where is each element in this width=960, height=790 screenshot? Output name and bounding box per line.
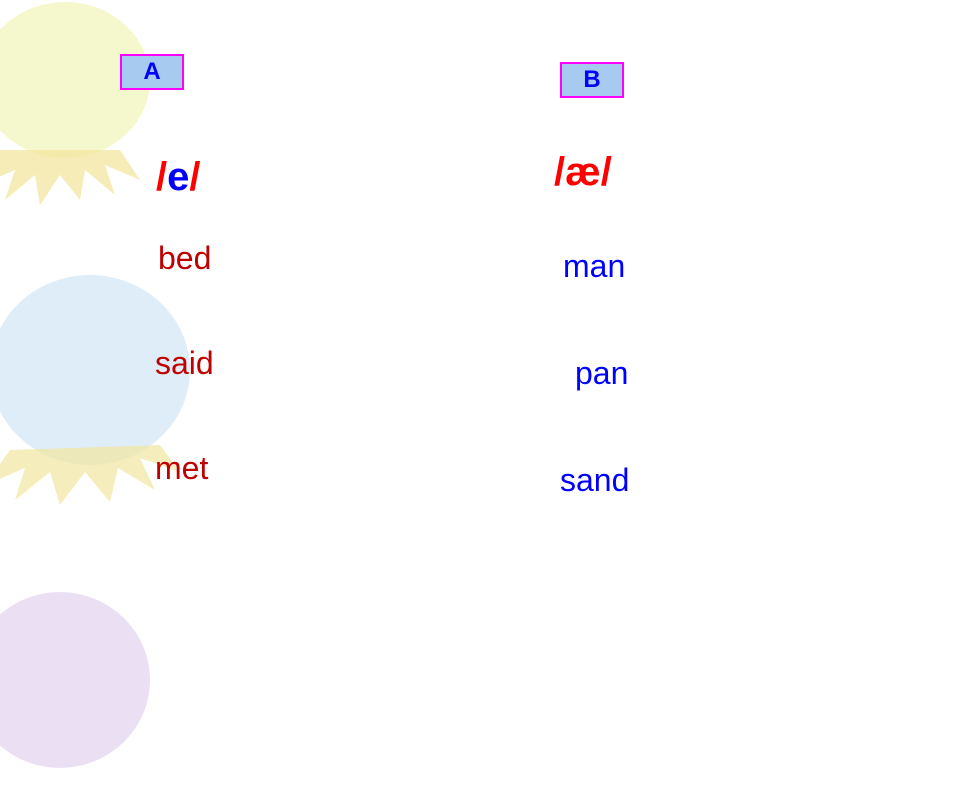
slash-icon: /: [156, 155, 167, 199]
word-b-0: man: [563, 248, 625, 285]
word-a-1: said: [155, 345, 214, 382]
phoneme-b-letter: æ: [565, 150, 601, 194]
slash-icon: /: [189, 155, 200, 199]
word-a-0: bed: [158, 240, 211, 277]
slash-icon: /: [601, 150, 612, 194]
column-a-label-box: A: [120, 54, 184, 90]
column-a-label: A: [143, 58, 160, 85]
column-b-label-box: B: [560, 62, 624, 98]
phoneme-a-letter: e: [167, 155, 189, 199]
phoneme-b: /æ/: [554, 150, 612, 195]
word-a-2: met: [155, 450, 208, 487]
word-b-1: pan: [575, 355, 628, 392]
column-b-label: B: [583, 66, 600, 93]
balloon-icon: [0, 570, 180, 790]
slash-icon: /: [554, 150, 565, 194]
word-b-2: sand: [560, 462, 629, 499]
phoneme-a: /e/: [156, 155, 201, 200]
